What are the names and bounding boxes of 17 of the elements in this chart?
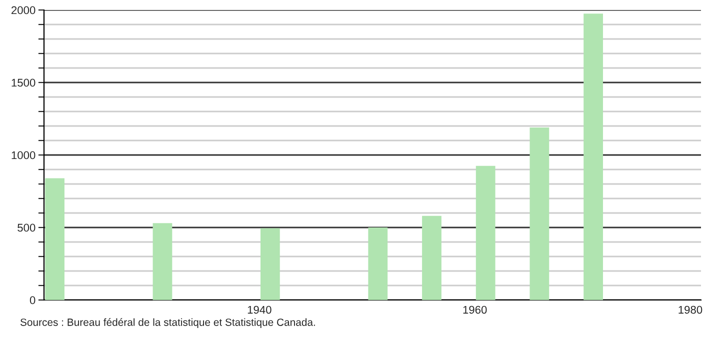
source-note: Sources : Bureau fédéral de la statistique et Statistique Canada. — [20, 318, 315, 328]
bar — [45, 178, 64, 300]
x-tick-label: 1980 — [678, 306, 702, 314]
bar — [368, 228, 388, 300]
y-tick-label: 2000 — [12, 6, 36, 14]
x-tick-label: 1960 — [463, 306, 487, 314]
y-tick-label: 0 — [30, 296, 36, 304]
y-tick-label: 1000 — [12, 151, 36, 160]
bar — [584, 14, 603, 300]
bar — [260, 228, 280, 300]
bar — [530, 127, 550, 300]
bar — [152, 223, 172, 300]
bar — [476, 166, 496, 300]
y-tick-label: 500 — [18, 224, 36, 232]
bar — [422, 216, 442, 300]
x-tick-label: 1940 — [248, 306, 272, 314]
y-tick-label: 1500 — [12, 78, 36, 87]
